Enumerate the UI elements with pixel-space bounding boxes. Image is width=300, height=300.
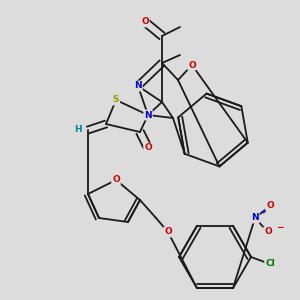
Text: N: N: [144, 110, 152, 119]
Text: O: O: [266, 202, 274, 211]
Text: O: O: [144, 143, 152, 152]
Text: Cl: Cl: [265, 260, 275, 268]
Text: O: O: [164, 227, 172, 236]
Text: +: +: [260, 209, 266, 215]
Text: N: N: [251, 214, 259, 223]
Text: O: O: [188, 61, 196, 70]
Text: O: O: [141, 17, 149, 26]
Text: H: H: [74, 125, 82, 134]
Text: O: O: [112, 176, 120, 184]
Text: N: N: [134, 82, 142, 91]
Text: S: S: [113, 95, 119, 104]
Text: −: −: [276, 224, 284, 232]
Text: O: O: [264, 227, 272, 236]
